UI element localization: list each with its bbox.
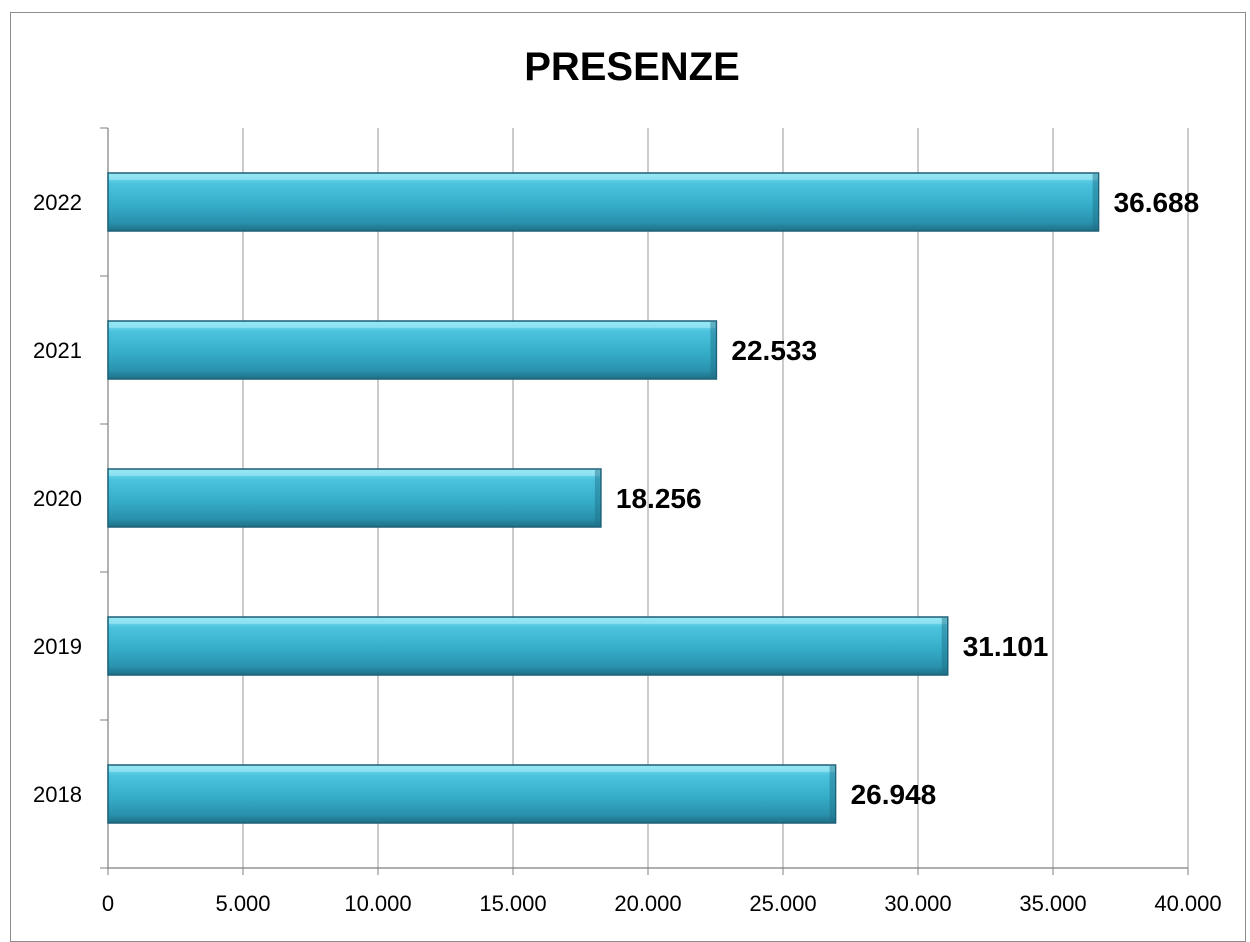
x-tick-label: 30.000 — [884, 891, 951, 916]
x-tick-label: 40.000 — [1154, 891, 1221, 916]
category-label: 2021 — [33, 338, 82, 363]
bar-highlight — [109, 322, 716, 328]
bar-2021 — [107, 320, 718, 380]
category-label: 2020 — [33, 486, 82, 511]
bar-end-shade — [829, 766, 835, 822]
x-tick-label: 25.000 — [749, 891, 816, 916]
x-tick-label: 35.000 — [1019, 891, 1086, 916]
bar-2018 — [107, 764, 837, 824]
x-tick-label: 5.000 — [215, 891, 270, 916]
data-label: 31.101 — [963, 631, 1049, 662]
bar-highlight — [109, 618, 947, 624]
grid-layer — [242, 128, 1189, 868]
bar-end-shade — [941, 618, 947, 674]
bar-2020 — [107, 468, 602, 528]
bar-layer — [107, 172, 1100, 824]
data-label: 18.256 — [616, 483, 702, 514]
bar-2022 — [107, 172, 1100, 232]
data-label: 36.688 — [1114, 187, 1200, 218]
x-tick-label: 20.000 — [614, 891, 681, 916]
bar-end-shade — [594, 470, 600, 526]
bar-highlight — [109, 470, 600, 476]
bar-highlight — [109, 766, 835, 772]
label-layer: 2018 26.948 2019 31.101 2020 18.256 2021 22.533… — [33, 187, 1199, 810]
data-label: 22.533 — [731, 335, 817, 366]
bar-2019 — [107, 616, 949, 676]
axis-layer: 0 5.000 10.000 15.000 20.000 25.000 30.000 35.0… — [100, 127, 1222, 916]
category-label: 2022 — [33, 190, 82, 215]
chart-title: PRESENZE — [524, 45, 740, 89]
bar-highlight — [109, 174, 1098, 180]
x-tick-label: 15.000 — [479, 891, 546, 916]
bar-end-shade — [1092, 174, 1098, 230]
category-label: 2018 — [33, 782, 82, 807]
x-tick-label: 0 — [102, 891, 114, 916]
category-label: 2019 — [33, 634, 82, 659]
data-label: 26.948 — [851, 779, 937, 810]
x-tick-label: 10.000 — [344, 891, 411, 916]
bar-end-shade — [710, 322, 716, 378]
